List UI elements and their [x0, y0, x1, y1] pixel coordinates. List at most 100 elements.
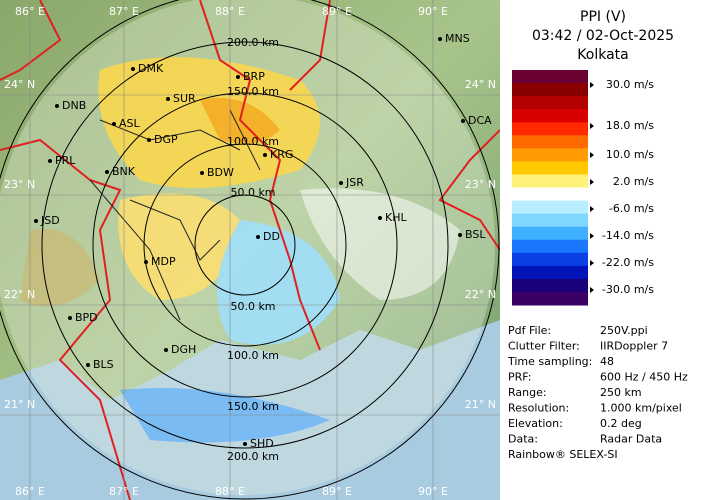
legend-label: 30.0 m/s: [606, 78, 654, 91]
longitude-label-bottom: 89° E: [322, 485, 352, 498]
station-label: BDW: [207, 166, 234, 179]
station-dot: [458, 233, 462, 237]
station-dot: [378, 216, 382, 220]
station-label: PRL: [55, 154, 76, 167]
longitude-label: 89° E: [322, 5, 352, 18]
longitude-label: 88° E: [215, 5, 245, 18]
range-label: 100.0 km: [227, 135, 279, 148]
range-label: 50.0 km: [230, 300, 275, 313]
echo: [300, 188, 460, 300]
station-label: BLS: [93, 358, 114, 371]
map: 86° E 86° E 87° E 87° E 88° E 88° E 89° E 89° E…: [0, 0, 500, 500]
longitude-label-bottom: 86° E: [15, 485, 45, 498]
legend-pointer: [590, 123, 594, 129]
station-dot: [166, 97, 170, 101]
station-label: JSR: [345, 176, 364, 189]
legend-label: -30.0 m/s: [602, 283, 654, 296]
legend-swatch: [512, 187, 588, 202]
info-key: Resolution:: [508, 402, 569, 415]
echo: [20, 228, 100, 307]
station-dot: [256, 235, 260, 239]
station-label: DGP: [154, 133, 178, 146]
station-label: BPD: [75, 311, 98, 324]
station-label: DMK: [138, 62, 164, 75]
station-dot: [48, 159, 52, 163]
legend-label: -6.0 m/s: [609, 202, 654, 215]
range-ring: [0, 0, 500, 500]
station-label: DNB: [62, 99, 86, 112]
map-labels: 86° E 86° E 87° E 87° E 88° E 88° E 89° E 89° E…: [4, 5, 496, 498]
legend-pointer: [590, 152, 594, 158]
range-label: 100.0 km: [227, 349, 279, 362]
range-label: 200.0 km: [227, 36, 279, 49]
info-key: Pdf File:: [508, 324, 551, 337]
station-label: KRG: [270, 148, 293, 161]
legend-swatch: [512, 109, 588, 123]
station-label: DD: [263, 230, 280, 243]
station-label: KHL: [385, 211, 407, 224]
panel-title: PPI (V): [580, 9, 626, 25]
legend-label: 2.0 m/s: [613, 175, 654, 188]
station-label: JSD: [40, 214, 60, 227]
info-value: IIRDoppler 7: [600, 340, 668, 353]
station-dot: [164, 348, 168, 352]
info-value: 1.000 km/pixel: [600, 402, 682, 415]
latitude-label-right: 22° N: [465, 288, 496, 301]
legend-pointer: [590, 260, 594, 266]
legend-swatch: [512, 265, 588, 280]
station-dot: [105, 170, 109, 174]
legend-pointer: [590, 233, 594, 239]
boundaries: [0, 0, 500, 500]
info-value: 48: [600, 355, 614, 368]
legend-swatch: [512, 83, 588, 97]
latitude-label-right: 23° N: [465, 178, 496, 191]
info-value: 0.2 deg: [600, 417, 642, 430]
legend-label: -14.0 m/s: [602, 229, 654, 242]
latitude-label: 21° N: [4, 398, 35, 411]
station-label: MDP: [151, 255, 176, 268]
legend-pointer: [590, 287, 594, 293]
station-label: MNS: [445, 32, 470, 45]
station-dot: [144, 260, 148, 264]
district-lines: [89, 109, 261, 321]
station-label: BSL: [465, 228, 486, 241]
latitude-label: 22° N: [4, 288, 35, 301]
station-label: DCA: [468, 114, 492, 127]
range-rings: [0, 0, 500, 500]
legend-swatch: [512, 278, 588, 293]
info-key: Range:: [508, 386, 547, 399]
longitude-label: 87° E: [109, 5, 139, 18]
legend-swatch: [512, 96, 588, 110]
info-key: Data:: [508, 433, 538, 446]
station-dot: [147, 138, 151, 142]
station-dot: [339, 181, 343, 185]
station-label: BRP: [243, 70, 265, 83]
longitude-label-bottom: 90° E: [418, 485, 448, 498]
range-label: 200.0 km: [227, 450, 279, 463]
range-ring: [41, 41, 449, 449]
panel-title: Kolkata: [577, 47, 628, 63]
legend-label: -22.0 m/s: [602, 256, 654, 269]
latitude-label: 23° N: [4, 178, 35, 191]
legend-swatch: [512, 239, 588, 254]
legend-swatch: [512, 174, 588, 188]
legend-swatch: [512, 213, 588, 228]
footer: Rainbow® SELEX-SI: [508, 448, 618, 461]
legend-swatch: [512, 226, 588, 241]
info-value: 250 km: [600, 386, 642, 399]
side-panel: PPI (V) 03:42 / 02-Oct-2025 Kolkata 30.0 m/…: [500, 0, 706, 500]
station-dot: [131, 67, 135, 71]
station-dot: [55, 104, 59, 108]
station-label: SHD: [250, 437, 274, 450]
range-ring: [143, 143, 347, 347]
station-dot: [243, 442, 247, 446]
range-label: 150.0 km: [227, 400, 279, 413]
range-ring: [92, 92, 398, 398]
legend-pointer: [590, 206, 594, 212]
station-dot: [461, 119, 465, 123]
info-key: Elevation:: [508, 417, 563, 430]
legend-label: 10.0 m/s: [606, 148, 654, 161]
legend-swatch: [512, 161, 588, 175]
station-label: SUR: [173, 92, 196, 105]
latitude-label-right: 24° N: [465, 78, 496, 91]
